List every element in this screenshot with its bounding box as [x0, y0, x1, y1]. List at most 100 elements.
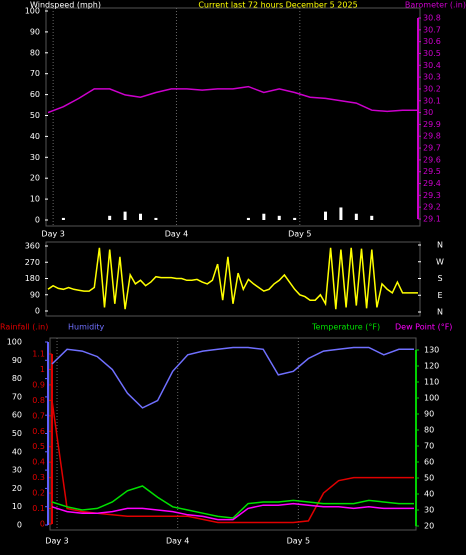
y-tick-label: 30.8 [423, 14, 441, 23]
y-tick-label: 30 [424, 506, 434, 515]
series-line [51, 502, 414, 521]
y-tick-label: 130 [424, 346, 439, 355]
y-tick-label: 0 [35, 216, 40, 225]
series-line [47, 85, 418, 114]
series-label: Humidity [68, 323, 105, 332]
x-tick-label: Day 4 [165, 230, 188, 239]
y-tick-label: 30.2 [423, 84, 441, 93]
y-tick-label: 0.7 [32, 411, 45, 420]
y-tick-label: 90 [12, 356, 22, 365]
y-tick-label: 0.1 [32, 504, 45, 513]
wind-bar [370, 215, 374, 220]
y-tick-label: 40 [12, 447, 22, 456]
y-tick-label: 1.1 [32, 350, 45, 359]
y-tick-label: 270 [25, 258, 40, 267]
series-label: Barometer (.in) [405, 1, 466, 10]
y-tick-label: 0.2 [32, 489, 45, 498]
y-tick-label: 0 [17, 521, 22, 530]
y-tick-label: 50 [12, 429, 22, 438]
y-tick-label: 30.1 [423, 96, 441, 105]
y-tick-label: 180 [25, 274, 40, 283]
y-tick-label: 0.5 [32, 442, 45, 451]
series-line [51, 485, 414, 519]
y-tick-label: 90 [30, 290, 40, 299]
y-tick-label: 0.6 [32, 427, 45, 436]
wind-bar [123, 211, 127, 220]
y-tick-label: 120 [424, 362, 439, 371]
y-tick-label: 80 [12, 374, 22, 383]
y-tick-label: 70 [12, 392, 22, 401]
y-tick-label: 30 [12, 466, 22, 475]
y-tick-label: 10 [12, 502, 22, 511]
series-label: Rainfall (.in) [0, 323, 48, 332]
y-tick-label: 110 [424, 378, 439, 387]
wind-bar [108, 215, 112, 220]
y-tick-label: 10 [30, 195, 40, 204]
y-tick-label: 0 [35, 307, 40, 316]
y-tick-label: 70 [424, 442, 434, 451]
wind-bar [61, 217, 65, 220]
y-tick-label: 60 [12, 411, 22, 420]
wind-bar [154, 217, 158, 220]
y-tick-label: 1 [40, 365, 45, 374]
y-tick-label: 80 [30, 48, 40, 57]
y-tick-label: 40 [30, 132, 40, 141]
y-tick-label: 20 [30, 174, 40, 183]
series-line [51, 346, 414, 409]
y-tick-label: 60 [30, 90, 40, 99]
wind-bar [262, 213, 266, 220]
y-tick-label: S [437, 274, 442, 283]
y-tick-label: 0.9 [32, 380, 45, 389]
y-tick-label: 0.3 [32, 473, 45, 482]
y-tick-label: 29.3 [423, 191, 441, 200]
y-tick-label: 29.2 [423, 203, 441, 212]
y-tick-label: W [436, 257, 444, 266]
y-tick-label: 30.6 [423, 37, 441, 46]
x-tick-label: Day 3 [45, 537, 68, 546]
y-tick-label: 30.4 [423, 61, 441, 70]
y-tick-label: 100 [424, 394, 439, 403]
wind-bar [277, 215, 281, 220]
y-tick-label: 90 [424, 410, 434, 419]
wind-bar [339, 207, 343, 220]
y-tick-label: 29.1 [423, 215, 441, 224]
y-tick-label: 100 [7, 338, 22, 347]
wind-bar [139, 213, 142, 220]
y-tick-label: 360 [25, 242, 40, 251]
y-tick-label: E [437, 291, 442, 300]
y-tick-label: 30.3 [423, 73, 441, 82]
x-tick-label: Day 5 [287, 537, 310, 546]
series-label: Dew Point (°F) [395, 323, 452, 332]
y-tick-label: N [437, 241, 443, 250]
y-tick-label: 30.7 [423, 25, 441, 34]
y-tick-label: 90 [30, 27, 40, 36]
y-tick-label: 40 [424, 490, 434, 499]
y-tick-label: 0.4 [32, 458, 45, 467]
x-tick-label: Day 3 [41, 230, 64, 239]
wind-bar [246, 217, 250, 220]
panel-frame [45, 7, 421, 227]
y-tick-label: 29.9 [423, 120, 441, 129]
x-tick-label: Day 5 [288, 230, 311, 239]
x-tick-label: Day 4 [166, 537, 189, 546]
y-tick-label: 29.7 [423, 144, 441, 153]
series-line [51, 400, 414, 524]
y-tick-label: 30.5 [423, 49, 441, 58]
y-tick-label: 29.4 [423, 179, 441, 188]
y-tick-label: 100 [25, 7, 40, 16]
y-tick-label: 60 [424, 458, 434, 467]
wind-bar [324, 211, 327, 220]
series-label: Temperature (°F) [311, 323, 380, 332]
y-tick-label: 29.6 [423, 155, 441, 164]
y-tick-label: 29.8 [423, 132, 441, 141]
y-tick-label: 30 [30, 153, 40, 162]
wind-bar [293, 217, 297, 220]
chart-title: Current last 72 hours December 5 2025 [198, 1, 357, 10]
wind-bar [354, 213, 358, 220]
y-tick-label: 50 [424, 474, 434, 483]
y-tick-label: 80 [424, 426, 434, 435]
series-label: Windspeed (mph) [30, 1, 101, 10]
y-tick-label: 0 [40, 520, 45, 529]
